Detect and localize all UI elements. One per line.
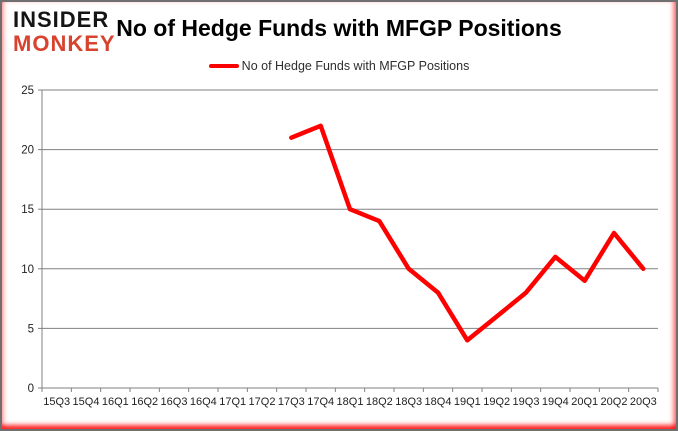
y-axis-label: 25 xyxy=(21,85,34,97)
x-axis-label: 18Q4 xyxy=(425,396,452,408)
y-axis-label: 5 xyxy=(28,323,34,335)
x-axis-label: 20Q3 xyxy=(630,396,657,408)
y-axis-label: 20 xyxy=(21,145,34,157)
y-axis-label: 0 xyxy=(28,383,34,395)
chart-title: No of Hedge Funds with MFGP Positions xyxy=(116,15,562,41)
x-axis-label: 17Q4 xyxy=(307,396,334,408)
x-axis-label: 18Q1 xyxy=(337,396,364,408)
y-axis-label: 15 xyxy=(21,204,34,216)
x-axis-label: 18Q3 xyxy=(395,396,422,408)
series-line xyxy=(289,123,646,343)
x-axis-label: 17Q3 xyxy=(278,396,305,408)
logo-text-insider: INSIDER xyxy=(13,7,110,32)
x-axis-label: 15Q4 xyxy=(73,396,100,408)
x-axis-label: 19Q1 xyxy=(454,396,481,408)
x-axis-label: 16Q2 xyxy=(131,396,158,408)
x-axis-label: 19Q2 xyxy=(483,396,510,408)
x-axis-label: 19Q3 xyxy=(513,396,540,408)
legend-line-swatch-icon xyxy=(208,64,239,68)
x-axis-label: 16Q1 xyxy=(102,396,129,408)
x-axis-label: 17Q2 xyxy=(249,396,276,408)
x-axis-label: 20Q2 xyxy=(601,396,628,408)
insider-monkey-logo: INSIDER MONKEY xyxy=(13,9,116,55)
y-axis-label: 10 xyxy=(21,264,34,276)
x-axis-label: 18Q2 xyxy=(366,396,393,408)
x-axis-label: 15Q3 xyxy=(43,396,70,408)
x-axis-label: 19Q4 xyxy=(542,396,569,408)
x-axis-label: 16Q3 xyxy=(161,396,188,408)
x-axis-label: 20Q1 xyxy=(571,396,598,408)
x-axis-label: 16Q4 xyxy=(190,396,217,408)
logo-text-monkey: MONKEY xyxy=(13,31,116,56)
legend: No of Hedge Funds with MFGP Positions xyxy=(2,59,676,73)
x-axis-label: 17Q1 xyxy=(219,396,246,408)
legend-label: No of Hedge Funds with MFGP Positions xyxy=(241,59,470,73)
